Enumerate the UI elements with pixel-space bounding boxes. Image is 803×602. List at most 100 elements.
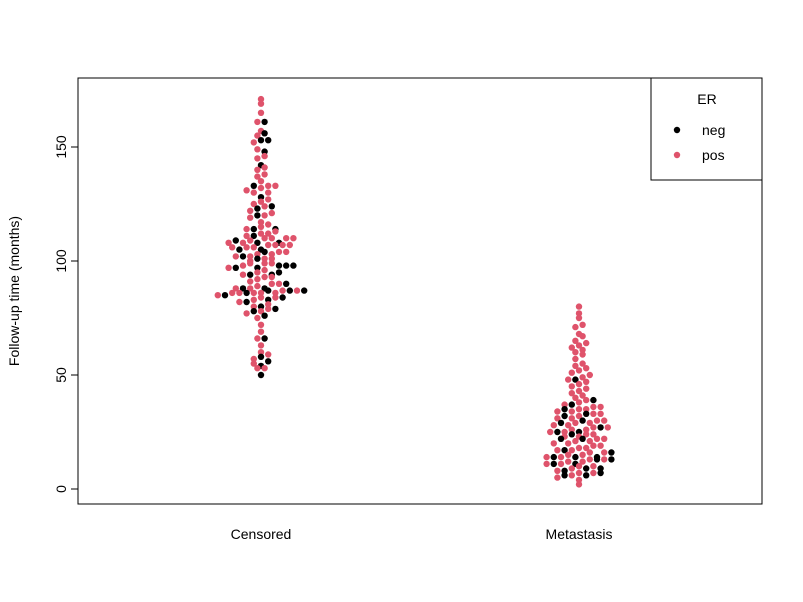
data-point-pos	[229, 244, 236, 251]
data-point-pos	[601, 435, 608, 442]
data-point-pos	[257, 184, 265, 192]
data-point-neg	[221, 292, 229, 299]
data-point-pos	[561, 401, 568, 408]
data-point-pos	[265, 351, 272, 358]
legend-box	[650, 77, 763, 181]
data-point-pos	[261, 212, 268, 219]
data-point-pos	[239, 262, 247, 269]
data-point-pos	[261, 203, 268, 210]
x-category-label: Metastasis	[546, 526, 613, 542]
data-point-pos	[265, 196, 272, 203]
data-point-pos	[250, 189, 257, 196]
data-point-pos	[254, 314, 261, 322]
data-point-pos	[568, 415, 575, 422]
data-point-pos	[247, 285, 254, 292]
data-point-pos	[590, 442, 597, 449]
data-point-pos	[554, 415, 561, 422]
data-point-pos	[568, 390, 575, 397]
data-point-pos	[261, 171, 268, 178]
data-point-pos	[272, 182, 279, 189]
data-point-pos	[279, 241, 286, 249]
data-point-pos	[254, 282, 261, 290]
data-point-pos	[247, 253, 254, 260]
data-point-pos	[579, 374, 586, 381]
data-point-pos	[247, 237, 254, 244]
data-point-neg	[561, 447, 568, 454]
data-point-pos	[565, 458, 572, 465]
data-point-pos	[250, 296, 257, 303]
data-point-neg	[272, 305, 279, 313]
data-point-pos	[601, 417, 608, 424]
data-point-neg	[575, 428, 583, 436]
data-point-pos	[590, 410, 597, 417]
data-point-pos	[254, 173, 261, 180]
data-point-pos	[261, 152, 268, 160]
data-point-pos	[257, 100, 265, 107]
data-point-pos	[575, 387, 583, 395]
data-point-neg	[597, 469, 604, 477]
data-point-pos	[583, 406, 590, 413]
legend-swatch	[673, 151, 681, 159]
data-point-pos	[254, 365, 261, 372]
data-point-pos	[550, 422, 557, 429]
data-point-pos	[583, 385, 590, 392]
data-point-neg	[257, 371, 265, 379]
data-point-neg	[608, 456, 615, 463]
data-point-neg	[250, 225, 257, 233]
data-point-pos	[250, 360, 257, 367]
data-point-neg	[290, 262, 297, 269]
data-point-pos	[568, 472, 575, 479]
data-point-neg	[257, 137, 265, 144]
data-point-pos	[272, 241, 279, 249]
data-point-pos	[254, 146, 261, 153]
data-point-pos	[254, 155, 261, 162]
legend-label: neg	[702, 122, 725, 138]
data-point-neg	[247, 271, 254, 278]
data-point-neg	[597, 465, 604, 472]
data-point-pos	[214, 292, 221, 299]
data-point-neg	[250, 232, 257, 240]
data-point-neg	[568, 431, 575, 438]
data-point-neg	[254, 255, 261, 262]
data-point-pos	[275, 280, 283, 287]
data-point-pos	[261, 260, 268, 267]
data-point-pos	[243, 310, 250, 317]
data-point-neg	[243, 298, 250, 306]
data-point-neg	[275, 269, 283, 276]
data-point-pos	[254, 166, 261, 173]
data-point-pos	[268, 280, 275, 287]
data-point-pos	[575, 412, 583, 420]
data-point-pos	[265, 301, 272, 308]
data-point-pos	[550, 440, 557, 447]
legend-swatch	[673, 126, 681, 134]
data-point-pos	[257, 219, 265, 226]
data-point-pos	[586, 419, 593, 427]
data-point-pos	[250, 200, 257, 208]
data-point-pos	[268, 251, 275, 258]
data-point-pos	[568, 447, 575, 454]
data-point-pos	[597, 442, 604, 449]
legend: ER neg pos	[650, 77, 763, 181]
data-point-pos	[568, 369, 575, 376]
data-point-pos	[575, 399, 583, 406]
data-point-pos	[254, 251, 261, 258]
data-point-pos	[261, 255, 268, 262]
data-point-pos	[572, 355, 579, 363]
data-point-pos	[257, 178, 265, 185]
data-point-pos	[575, 303, 583, 310]
data-point-neg	[557, 435, 565, 442]
data-point-pos	[247, 214, 254, 221]
data-point-neg	[283, 280, 290, 287]
data-point-pos	[254, 118, 261, 126]
data-point-neg	[579, 435, 586, 442]
y-tick-label: 150	[53, 135, 69, 159]
data-point-pos	[261, 235, 268, 242]
data-point-pos	[568, 465, 575, 472]
data-point-pos	[557, 453, 565, 461]
data-point-pos	[257, 198, 265, 205]
data-point-pos	[575, 314, 583, 322]
data-point-pos	[572, 349, 579, 356]
data-point-neg	[608, 449, 615, 456]
data-point-pos	[257, 109, 265, 117]
data-point-pos	[239, 271, 247, 278]
